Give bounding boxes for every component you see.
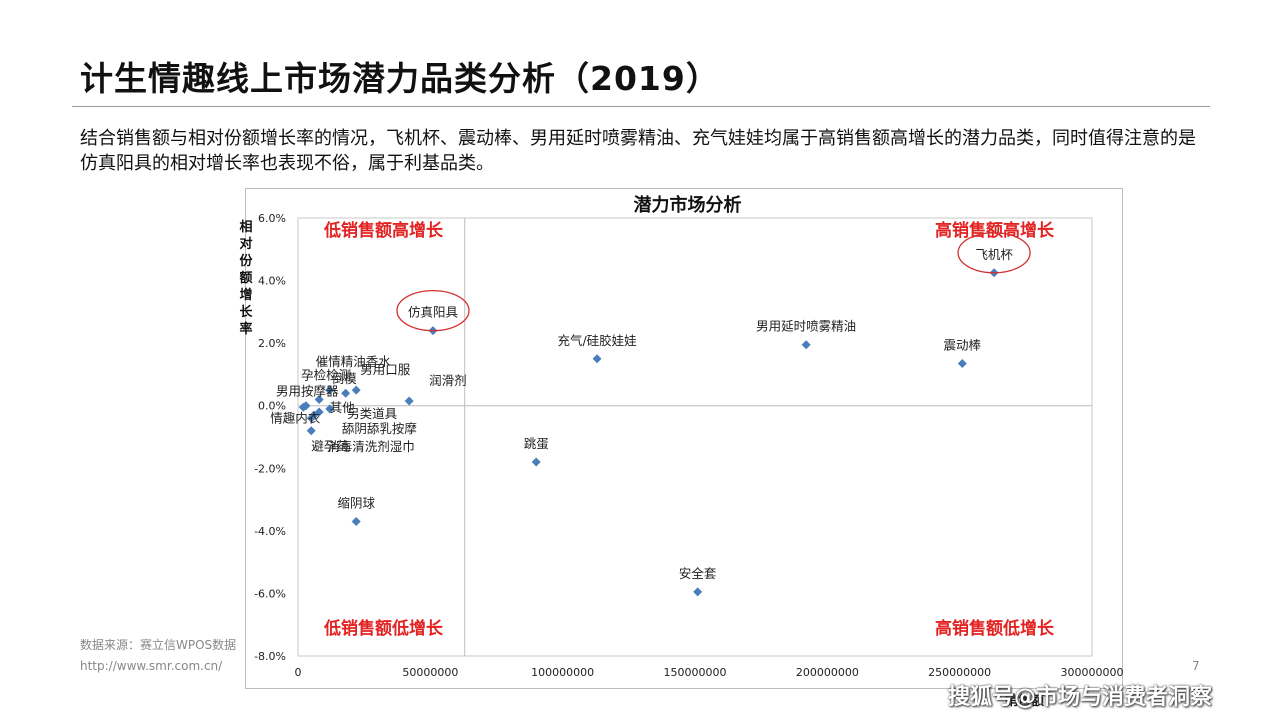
data-label: 润滑剂 <box>429 373 467 388</box>
source-url: http://www.smr.com.cn/ <box>80 659 223 673</box>
data-label: 震动棒 <box>944 337 982 352</box>
data-label: 飞机杯 <box>975 247 1013 262</box>
data-point <box>801 340 811 350</box>
data-point <box>351 516 361 526</box>
data-point <box>306 426 316 436</box>
quadrant-label-top-left: 低销售额高增长 <box>323 220 444 241</box>
data-point <box>325 404 335 414</box>
title-divider <box>72 106 1210 107</box>
watermark: 搜狐号@市场与消费者洞察 <box>948 685 1213 710</box>
x-tick-label: 100000000 <box>531 666 594 679</box>
data-label: 男用口服 <box>360 362 411 377</box>
chart-title: 潜力市场分析 <box>633 195 742 216</box>
data-label: 其他 <box>330 400 356 415</box>
y-tick-label: 6.0% <box>258 212 286 225</box>
data-point <box>298 402 308 412</box>
y-tick-label: 0.0% <box>258 400 286 413</box>
data-label: 避孕药 <box>311 439 349 454</box>
quadrant-label-top-right: 高销售额高增长 <box>935 220 1055 241</box>
data-label: 倒模 <box>332 371 358 386</box>
data-label: 缩阴球 <box>337 495 375 510</box>
data-label: 男用延时喷雾精油 <box>756 319 856 334</box>
data-label: 消毒清洗剂湿巾 <box>327 439 415 454</box>
data-point <box>325 385 335 395</box>
data-label: 另类道具 <box>347 406 398 421</box>
y-tick-label: 4.0% <box>258 275 286 288</box>
x-tick-label: 250000000 <box>928 666 991 679</box>
y-tick-label: -4.0% <box>254 525 286 538</box>
data-point <box>957 358 967 368</box>
source-note: 数据来源：赛立信WPOS数据 <box>80 638 237 652</box>
x-tick-label: 50000000 <box>402 666 458 679</box>
chart-frame <box>245 188 1123 689</box>
page-number: 7 <box>1192 659 1200 673</box>
x-tick-label: 150000000 <box>664 666 727 679</box>
data-label: 男用按摩器 <box>276 384 339 399</box>
x-axis-label: 销售额 <box>1005 694 1045 709</box>
data-label: 充气/硅胶娃娃 <box>557 333 636 348</box>
x-tick-label: 200000000 <box>796 666 859 679</box>
data-label: 舔阴舔乳按摩 <box>342 421 418 436</box>
data-label: 情趣内衣 <box>270 410 321 425</box>
y-tick-label: -2.0% <box>254 462 286 475</box>
data-point <box>693 587 703 597</box>
slide-title: 计生情趣线上市场潜力品类分析（2019） <box>80 59 720 98</box>
data-point <box>592 354 602 364</box>
y-tick-label: -8.0% <box>254 650 286 663</box>
data-point <box>306 413 316 423</box>
y-tick-label: 2.0% <box>258 337 286 350</box>
quadrant-label-bottom-left: 低销售额低增长 <box>323 618 444 639</box>
data-point <box>314 394 324 404</box>
data-point <box>531 457 541 467</box>
y-axis-label: 相对份额增长率 <box>239 220 253 337</box>
x-tick-label: 0 <box>295 666 302 679</box>
data-point <box>351 385 361 395</box>
quadrant-label-bottom-right: 高销售额低增长 <box>935 618 1055 639</box>
data-label: 仿真阳具 <box>408 305 459 320</box>
data-point <box>341 388 351 398</box>
plot-area-border <box>297 217 1093 657</box>
data-label: 孕检检测 <box>301 367 351 382</box>
highlight-circle <box>396 289 470 332</box>
data-label: 跳蛋 <box>524 436 549 451</box>
data-label: 安全套 <box>679 566 717 581</box>
data-point <box>404 396 414 406</box>
x-tick-label: 300000000 <box>1061 666 1124 679</box>
y-tick-label: -6.0% <box>254 587 286 600</box>
data-label: 催情精油香水 <box>316 354 392 369</box>
slide-description: 结合销售额与相对份额增长率的情况，飞机杯、震动棒、男用延时喷雾精油、充气娃娃均属… <box>80 128 1196 174</box>
highlight-circle <box>957 232 1031 274</box>
